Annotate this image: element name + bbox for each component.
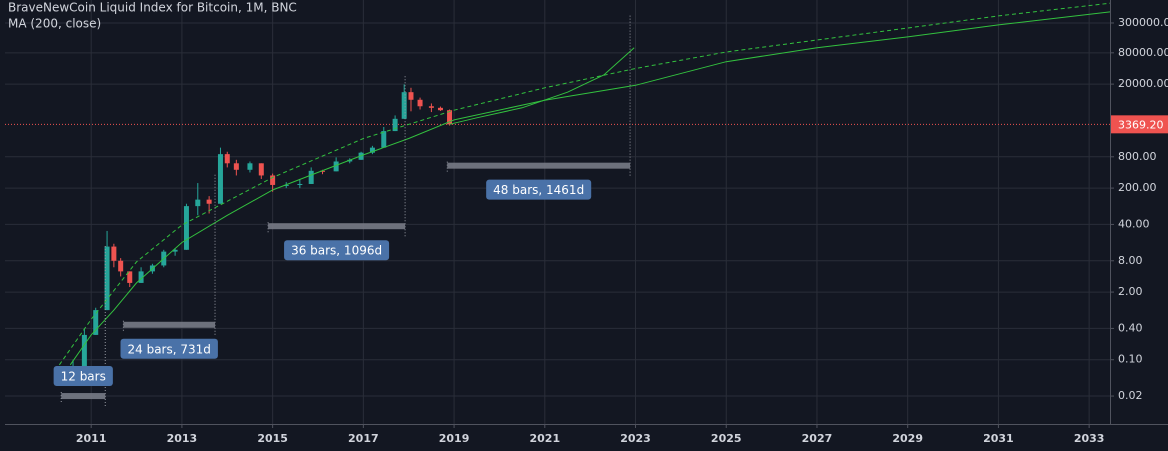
range-label: 48 bars, 1461d bbox=[486, 179, 592, 200]
y-tick-label: 20000.00 bbox=[1118, 77, 1168, 90]
x-tick-label: 2011 bbox=[76, 432, 107, 445]
range-label-box bbox=[53, 366, 113, 387]
range-label: 12 bars bbox=[53, 366, 113, 387]
range-label: 36 bars, 1096d bbox=[284, 240, 390, 261]
y-tick-label: 200.00 bbox=[1118, 181, 1157, 194]
x-tick-label: 2021 bbox=[529, 432, 560, 445]
y-tick-label: 0.10 bbox=[1118, 353, 1143, 366]
plot-area: 12 bars 24 bars, 731d 36 bars, 1096d 48 bar… bbox=[5, 2, 1111, 409]
candle-body bbox=[93, 310, 99, 335]
indicator-line bbox=[449, 47, 635, 125]
range-bar bbox=[123, 321, 216, 328]
candle-body bbox=[401, 92, 407, 119]
candle-body bbox=[308, 170, 314, 184]
candle-body bbox=[233, 163, 239, 170]
range-label: 24 bars, 731d bbox=[120, 338, 218, 359]
candle-body bbox=[104, 246, 110, 311]
x-tick-label: 2019 bbox=[439, 432, 470, 445]
y-tick-label: 80000.00 bbox=[1118, 46, 1168, 59]
x-tick-label: 2015 bbox=[257, 432, 288, 445]
chart-title: BraveNewCoin Liquid Index for Bitcoin, 1… bbox=[8, 1, 297, 15]
x-tick-label: 2027 bbox=[802, 432, 833, 445]
range-label-box bbox=[284, 240, 390, 261]
candle-body bbox=[247, 163, 253, 170]
candle-body bbox=[118, 260, 124, 272]
x-tick-label: 2033 bbox=[1074, 432, 1105, 445]
range-label-box bbox=[486, 179, 592, 200]
x-tick-label: 2025 bbox=[711, 432, 742, 445]
range-label-text: 12 bars bbox=[61, 370, 106, 384]
range-label-text: 36 bars, 1096d bbox=[291, 244, 382, 258]
x-tick-label: 2029 bbox=[892, 432, 923, 445]
candle-body bbox=[206, 199, 212, 204]
candle-body bbox=[127, 271, 133, 283]
x-tick-label: 2031 bbox=[983, 432, 1014, 445]
candle-body bbox=[217, 154, 223, 204]
range-bar bbox=[268, 223, 406, 230]
candle-body bbox=[437, 107, 443, 111]
x-tick-label: 2017 bbox=[348, 432, 379, 445]
candle-body bbox=[172, 249, 178, 252]
candle-body bbox=[408, 92, 414, 100]
range-label-text: 48 bars, 1461d bbox=[493, 183, 584, 197]
y-tick-label: 0.02 bbox=[1118, 389, 1143, 402]
candle-body bbox=[258, 163, 264, 176]
candle-body bbox=[224, 154, 230, 164]
y-tick-label: 8.00 bbox=[1118, 254, 1143, 267]
candle-body bbox=[138, 271, 144, 283]
candle-body bbox=[297, 183, 303, 185]
range-label-box bbox=[120, 338, 218, 359]
candle-body bbox=[333, 161, 339, 172]
range-label-text: 24 bars, 731d bbox=[128, 342, 211, 356]
x-tick-label: 2013 bbox=[167, 432, 198, 445]
candle-body bbox=[183, 206, 189, 250]
y-tick-label: 2.00 bbox=[1118, 285, 1143, 298]
range-bar bbox=[61, 393, 106, 400]
y-tick-label: 300000.00 bbox=[1118, 16, 1168, 29]
candle-body bbox=[392, 118, 398, 132]
indicator-line bbox=[69, 11, 1111, 366]
candle-body bbox=[270, 175, 276, 185]
y-tick-label: 0.40 bbox=[1118, 321, 1143, 334]
candle-body bbox=[417, 99, 423, 107]
candle-body bbox=[381, 131, 387, 148]
candle-body bbox=[428, 106, 434, 108]
candle-body bbox=[369, 147, 375, 153]
candle-body bbox=[283, 184, 289, 186]
price-tag bbox=[1111, 115, 1168, 134]
grid bbox=[5, 0, 1110, 424]
y-tick-label: 40.00 bbox=[1118, 217, 1150, 230]
indicator-label: MA (200, close) bbox=[8, 17, 101, 31]
candle-body bbox=[447, 110, 453, 125]
candle-body bbox=[320, 170, 326, 172]
range-bar bbox=[447, 162, 631, 169]
y-tick-label: 800.00 bbox=[1118, 150, 1157, 163]
candle-body bbox=[81, 334, 87, 368]
x-tick-label: 2023 bbox=[620, 432, 651, 445]
candle-body bbox=[111, 246, 117, 261]
candle-body bbox=[195, 199, 201, 207]
price-tag-label: 3369.20 bbox=[1118, 118, 1164, 131]
